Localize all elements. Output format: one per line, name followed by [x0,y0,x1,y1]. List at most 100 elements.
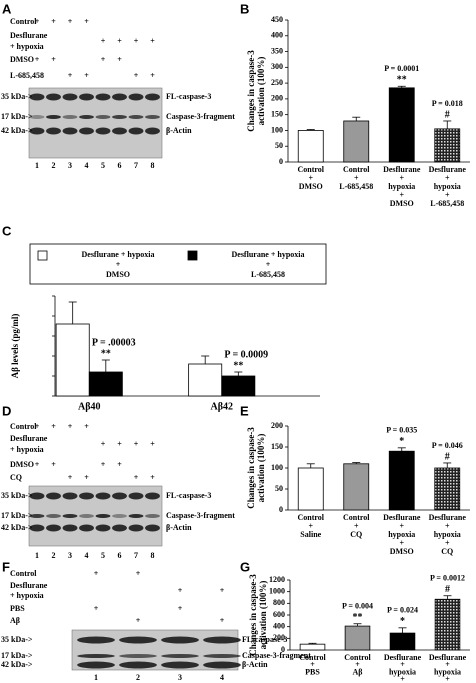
panel-letter: E [240,403,249,418]
bar [297,130,324,163]
blot-band [95,524,111,532]
blot-band [145,127,160,135]
blot-band [161,636,199,644]
y-tick-label: 450 [271,15,283,24]
x-tick-label: DMSO [390,199,414,208]
blot-band [62,93,78,101]
x-tick-label: PBS [305,667,320,676]
significance-mark: * [399,436,404,447]
blot-band [145,524,160,532]
x-tick-label: Aβ [353,667,363,676]
condition-label: Desflurane [10,434,48,443]
lane-number: 1 [35,161,39,170]
p-value: P = 0.024 [387,606,418,615]
blot-band [46,127,61,135]
blot-band [29,127,45,135]
lane-number: 3 [68,161,72,170]
y-tick-label: 300 [271,62,283,71]
significance-mark: ** [397,75,407,86]
x-tick-label: hypoxia [388,530,415,539]
lane-number: 8 [151,551,155,560]
bar [188,363,223,397]
marker-label: 42 kDa-> [1,660,33,669]
blot-band [145,514,160,518]
blot-band [203,654,241,658]
blot-band [161,661,199,669]
x-tick-label: + [445,538,450,547]
x-tick-label: + [308,173,313,182]
condition-sign: + [150,439,155,448]
x-tick-label: Desflurane [429,653,467,662]
legend-label: + [266,260,271,269]
blot-band [46,492,61,500]
x-tick-label: CQ [350,530,362,539]
lane-number: 4 [220,673,224,682]
marker-label: 17 kDa-> [1,511,33,520]
lane-number: 7 [134,551,138,560]
condition-label: CQ [10,473,22,482]
marker-label: 35 kDa-> [1,92,33,101]
blot-band [145,93,160,101]
x-tick-label: hypoxia [434,530,461,539]
condition-sign: + [84,422,89,431]
band-label: FL-caspase-3 [166,92,211,101]
marker-label: 17 kDa-> [1,651,33,660]
lane-number: 6 [118,161,122,170]
y-tick-label: 50 [275,484,283,493]
y-axis-label: Changes in caspase-3 [248,574,258,656]
blot-band [161,654,199,658]
blot-band [95,93,111,101]
condition-sign: + [35,17,40,26]
blot-band [119,654,157,658]
y-axis-label: Changes in caspase-3 [246,50,256,132]
condition-sign: + [101,36,106,45]
p-value: P = 0.0001 [384,64,419,73]
lane-number: 5 [101,551,105,560]
condition-sign: + [136,569,141,578]
y-tick-label: 200 [273,633,285,642]
marker-label: 42 kDa-> [1,523,33,532]
blot-band [95,127,111,135]
x-tick-label: + [445,660,450,669]
blot-band [46,93,61,101]
condition-sign: + [51,55,56,64]
blot-band [46,514,61,518]
bar [297,467,324,511]
lane-number: 4 [85,161,89,170]
blot-band [119,636,157,644]
blot-band [29,524,45,532]
condition-sign: + [178,586,183,595]
x-tick-label: + [399,190,404,199]
lane-number: 1 [94,673,98,682]
y-tick-label: 200 [271,421,283,430]
x-tick-label: Aβ42 [211,401,234,412]
x-tick-label: Control [297,165,324,174]
significance-mark: # [445,109,450,120]
blot-band [112,514,127,518]
condition-sign: + [117,439,122,448]
panel-letter: D [2,403,11,418]
y-axis-label: activation (100%) [256,434,266,503]
bar [221,375,256,397]
x-tick-label: + [354,521,359,530]
x-tick-label: Control [297,513,324,522]
x-tick-label: DMSO [299,182,323,191]
legend-swatch [187,250,198,261]
blot-band [203,636,241,644]
y-axis-label: Changes in caspase-3 [246,427,256,509]
condition-sign: + [136,616,141,625]
condition-label: PBS [10,604,25,613]
y-axis-label: activation (100%) [258,581,268,650]
condition-sign: + [51,17,56,26]
x-tick-label: + [400,675,405,683]
bar [55,323,90,397]
condition-sign: + [150,36,155,45]
condition-sign: + [117,36,122,45]
x-tick-label: hypoxia [434,182,461,191]
blot-band [112,115,127,119]
x-tick-label: Desflurane [384,653,422,662]
y-tick-label: 100 [271,463,283,472]
blot-band [145,492,160,500]
marker-label: 42 kDa-> [1,126,33,135]
condition-label: DMSO [10,55,34,64]
